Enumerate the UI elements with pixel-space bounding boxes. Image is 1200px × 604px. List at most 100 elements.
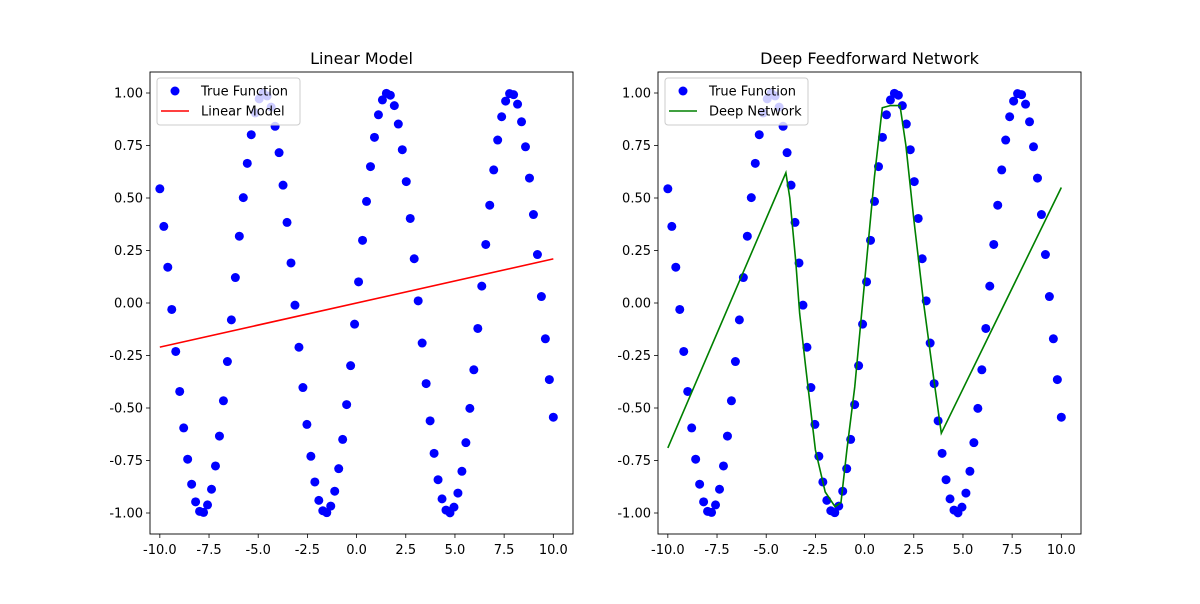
- data-point: [1009, 96, 1019, 106]
- deep-network-chart: Deep Feedforward Network -10.0 -7.5 -5.0 -2…: [617, 49, 1082, 558]
- data-point: [985, 281, 995, 291]
- data-point: [314, 495, 324, 505]
- data-point: [691, 454, 701, 464]
- data-point: [548, 412, 558, 422]
- data-point: [977, 365, 987, 375]
- data-point: [532, 250, 542, 260]
- data-point: [469, 365, 479, 375]
- data-point: [179, 423, 189, 433]
- data-point: [294, 342, 304, 352]
- data-point: [373, 110, 383, 120]
- legend: True Function Deep Network: [664, 77, 809, 126]
- y-tick-label: -1.00: [617, 507, 651, 522]
- data-point: [528, 210, 538, 220]
- data-point: [322, 508, 332, 518]
- data-point: [485, 200, 495, 210]
- data-point: [409, 254, 419, 264]
- data-point: [413, 296, 423, 306]
- data-point: [350, 319, 360, 329]
- data-point: [1029, 142, 1038, 152]
- data-point: [393, 119, 403, 129]
- data-point: [1005, 112, 1015, 122]
- legend: True Function Linear Model: [156, 77, 301, 126]
- x-tick-label: 2.5: [395, 543, 416, 558]
- data-point: [501, 96, 511, 106]
- data-point: [222, 357, 232, 367]
- y-tick-label: 0.75: [622, 139, 651, 154]
- data-point: [453, 488, 463, 498]
- data-point: [1021, 99, 1031, 109]
- x-tick-label: -10.0: [143, 543, 177, 558]
- y-tick-label: 0.25: [622, 244, 651, 259]
- legend-label: Linear Model: [201, 105, 285, 120]
- x-tick-label: 7.5: [494, 543, 515, 558]
- y-tick-label: 0.50: [114, 192, 143, 207]
- data-point: [175, 386, 185, 396]
- data-point: [437, 494, 447, 504]
- data-point: [722, 431, 732, 441]
- x-tick-label: 5.0: [445, 543, 466, 558]
- data-point: [183, 454, 193, 464]
- data-point: [397, 145, 407, 155]
- y-tick-label: 0.25: [114, 244, 143, 259]
- data-point: [997, 165, 1007, 175]
- data-point: [369, 132, 379, 142]
- y-tick-label: 0.50: [622, 192, 651, 207]
- data-point: [417, 338, 427, 348]
- data-point: [893, 90, 903, 100]
- x-tick-label: -5.0: [246, 543, 271, 558]
- data-point: [290, 300, 300, 310]
- data-point: [885, 95, 895, 105]
- y-tick-label: -0.25: [617, 349, 651, 364]
- data-point: [377, 95, 387, 105]
- chart-title: Deep Feedforward Network: [760, 49, 979, 68]
- data-point: [207, 484, 217, 494]
- data-point: [155, 184, 165, 194]
- data-point: [989, 239, 999, 249]
- data-point: [326, 501, 336, 511]
- series-line-deep-network: [667, 104, 1063, 508]
- data-point: [683, 386, 693, 396]
- data-point: [917, 254, 927, 264]
- data-point: [191, 497, 201, 507]
- x-tick-label: -2.5: [295, 543, 320, 558]
- linear-model-chart: Linear Model -10.0 -7.5 -5.0 -2.5 0.0 2.5 5.0 7…: [109, 49, 574, 558]
- data-point: [187, 479, 197, 489]
- data-point: [734, 315, 744, 325]
- data-point: [1052, 375, 1062, 385]
- data-point: [707, 507, 717, 517]
- legend-marker: [170, 86, 180, 96]
- data-point: [945, 494, 955, 504]
- data-point: [246, 130, 256, 140]
- data-point: [524, 173, 534, 183]
- data-point: [718, 461, 728, 471]
- data-point: [477, 281, 487, 291]
- x-tick-label: -5.0: [754, 543, 779, 558]
- data-point: [1017, 90, 1027, 100]
- legend-label: True Function: [200, 85, 288, 100]
- data-point: [1040, 250, 1050, 260]
- data-point: [965, 466, 975, 476]
- data-point: [302, 419, 312, 429]
- data-point: [854, 361, 864, 371]
- data-point: [286, 258, 296, 268]
- data-point: [802, 342, 812, 352]
- data-point: [306, 451, 316, 461]
- data-point: [461, 438, 471, 448]
- y-tick-label: -0.75: [617, 454, 651, 469]
- data-point: [282, 217, 292, 227]
- data-point: [663, 184, 673, 194]
- x-tick-label: -7.5: [196, 543, 221, 558]
- data-point: [465, 403, 475, 413]
- data-point: [742, 231, 752, 241]
- legend-label: Deep Network: [709, 105, 802, 120]
- data-point: [905, 145, 915, 155]
- data-point: [913, 213, 923, 223]
- data-point: [218, 396, 228, 406]
- y-tick-label: -0.75: [109, 454, 143, 469]
- data-point: [203, 500, 213, 510]
- data-point: [433, 475, 443, 485]
- data-point: [517, 117, 527, 127]
- legend-marker: [678, 86, 688, 96]
